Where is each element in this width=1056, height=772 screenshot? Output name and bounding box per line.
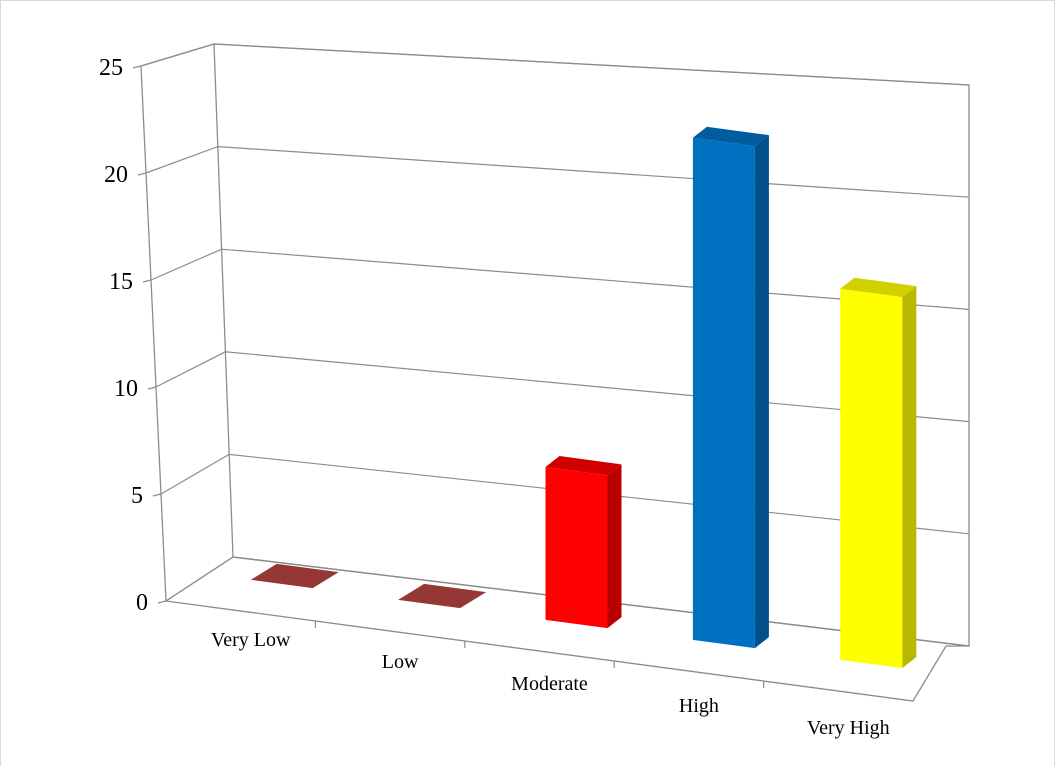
y-tick-mark xyxy=(157,600,167,604)
bar-top-face xyxy=(398,583,487,609)
x-tick-label: High xyxy=(679,695,719,717)
y-tick-mark xyxy=(152,493,162,497)
bar-top-face xyxy=(840,277,917,298)
bars xyxy=(250,126,917,669)
bar-front-face xyxy=(545,467,608,629)
y-tick-mark xyxy=(137,172,147,176)
bar-top-face xyxy=(692,126,769,147)
x-axis-tick-labels: Very Low Low Moderate High Very High xyxy=(211,629,890,739)
bar-high xyxy=(692,126,769,649)
y-axis-tick-labels: 0 5 10 15 20 25 xyxy=(99,55,148,616)
x-tick-label: Very High xyxy=(807,717,890,739)
bar-side-face xyxy=(754,135,769,649)
x-tick-label: Low xyxy=(382,651,419,673)
y-tick-label: 10 xyxy=(114,376,138,402)
gridline-20 xyxy=(145,145,970,198)
bar-moderate xyxy=(545,456,622,629)
bar-front-face xyxy=(840,288,903,669)
bar-side-face xyxy=(607,464,622,629)
y-tick-mark xyxy=(142,279,152,283)
y-tick-label: 20 xyxy=(104,162,128,188)
x-tick-label: Moderate xyxy=(511,673,588,695)
y-tick-label: 0 xyxy=(136,590,148,616)
floor-left-edge xyxy=(165,556,234,602)
y-tick-label: 15 xyxy=(109,269,133,295)
bar-top-face xyxy=(545,456,622,476)
y-tick-label: 25 xyxy=(99,55,123,81)
bar-low xyxy=(398,583,487,609)
x-tick-label: Very Low xyxy=(211,629,291,651)
bar-front-face xyxy=(692,137,755,649)
gridline-25 xyxy=(140,43,970,86)
bar-side-face xyxy=(902,286,917,669)
left-wall-edge xyxy=(140,43,215,602)
bar-top-face xyxy=(250,563,339,589)
bar-very-high xyxy=(840,277,917,669)
bar-very-low xyxy=(250,563,339,589)
y-tick-label: 5 xyxy=(131,483,143,509)
y-tick-mark xyxy=(132,65,142,69)
y-tick-mark xyxy=(147,386,157,390)
